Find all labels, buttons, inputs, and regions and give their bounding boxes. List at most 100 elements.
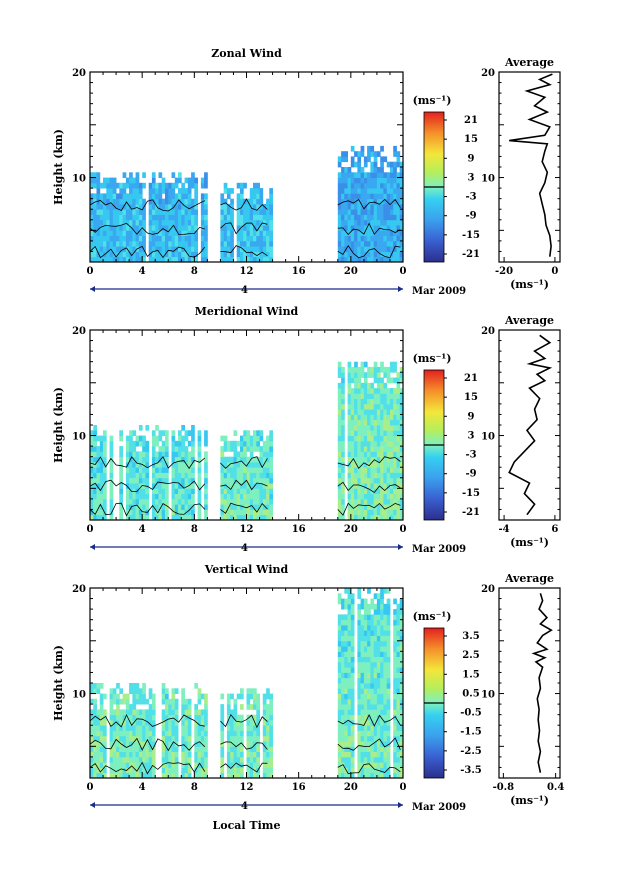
heatmap-cell [142, 251, 146, 258]
heatmap-cell [347, 609, 352, 615]
heatmap-cell [380, 435, 384, 442]
heatmap-cell [119, 709, 123, 716]
heatmap-cell [171, 772, 176, 779]
heatmap-cell [155, 193, 159, 200]
heatmap-cell [357, 430, 362, 436]
heatmap-cell [360, 366, 365, 373]
heatmap-cell [266, 256, 270, 263]
heatmap-cell [122, 193, 127, 200]
heatmap-cell [226, 746, 231, 752]
heatmap-cell [350, 741, 355, 747]
heatmap-cell [370, 746, 375, 752]
heatmap-cell [191, 440, 195, 447]
heatmap-cell [226, 693, 231, 700]
heatmap-cell [370, 409, 375, 415]
heatmap-cell [125, 235, 130, 242]
heatmap-cell [376, 225, 381, 231]
heatmap-cell [122, 209, 127, 215]
heatmap-cell [119, 772, 123, 779]
heatmap-cell [337, 209, 342, 215]
heatmap-cell [380, 467, 384, 473]
heatmap-cell [269, 198, 273, 205]
heatmap-cell [249, 504, 254, 510]
heatmap-cell [145, 756, 150, 763]
heatmap-cell [246, 741, 251, 747]
heatmap-cell [390, 430, 394, 436]
heatmap-cell [376, 593, 381, 599]
heatmap-cell [184, 767, 189, 774]
heatmap-cell [383, 730, 388, 737]
heatmap-cell [360, 667, 365, 673]
heatmap-cell [370, 209, 375, 215]
heatmap-cell [396, 188, 401, 194]
heatmap-cell [109, 235, 114, 242]
heatmap-cell [357, 725, 362, 731]
avg-x-tick-label: 0.4 [547, 782, 564, 793]
heatmap-cell [132, 493, 137, 500]
heatmap-cell [165, 762, 169, 768]
heatmap-cell [138, 182, 143, 189]
heatmap-cell [354, 430, 358, 436]
heatmap-cell [93, 514, 97, 521]
heatmap-cell [165, 209, 169, 215]
heatmap-cell [370, 414, 375, 421]
heatmap-cell [161, 746, 166, 752]
heatmap-cell [344, 725, 348, 731]
heatmap-cell [151, 498, 156, 505]
heatmap-cell [200, 214, 205, 221]
heatmap-cell [337, 698, 342, 705]
heatmap-cell [256, 209, 260, 215]
heatmap-cell [129, 188, 133, 194]
heatmap-cell [230, 225, 234, 231]
heatmap-cell [243, 456, 247, 463]
heatmap-cell [103, 246, 107, 252]
heatmap-cell [194, 772, 198, 779]
heatmap-cell [399, 619, 404, 626]
heatmap-cell [390, 498, 394, 505]
heatmap-cell [165, 467, 169, 473]
heatmap-cell [253, 762, 257, 768]
heatmap-cell [96, 725, 101, 731]
heatmap-cell [191, 425, 195, 431]
heatmap-cell [174, 698, 179, 705]
heatmap-cell [383, 198, 388, 205]
heatmap-cell [99, 182, 104, 189]
heatmap-cell [376, 725, 381, 731]
heatmap-cell [354, 403, 358, 410]
heatmap-cell [226, 230, 231, 236]
colorbar-tick-label: -1.5 [460, 727, 482, 738]
heatmap-cell [347, 683, 352, 689]
heatmap-cell [187, 725, 192, 731]
heatmap-cell [230, 714, 234, 721]
heatmap-cell [236, 219, 241, 226]
heatmap-cell [390, 246, 394, 252]
heatmap-cell [161, 225, 166, 231]
heatmap-cell [138, 772, 143, 779]
heatmap-cell [383, 725, 388, 731]
heatmap-cell [256, 461, 260, 468]
heatmap-cell [109, 762, 114, 768]
heatmap-cell [367, 209, 371, 215]
heatmap-cell [90, 698, 94, 705]
heatmap-cell [380, 725, 384, 731]
heatmap-cell [103, 725, 107, 731]
heatmap-cell [161, 767, 166, 774]
heatmap-cell [386, 203, 391, 210]
heatmap-cell [269, 704, 273, 710]
heatmap-cell [204, 456, 208, 463]
heatmap-cell [370, 230, 375, 236]
y-axis-label: Height (km) [52, 387, 65, 463]
heatmap-cell [184, 251, 189, 258]
heatmap-cell [116, 240, 120, 247]
heatmap-cell [390, 398, 394, 405]
heatmap-cell [367, 477, 371, 484]
heatmap-cell [360, 435, 365, 442]
heatmap-cell [246, 446, 251, 452]
heatmap-cell [266, 498, 270, 505]
heatmap-cell [393, 230, 397, 236]
x-tick-label: 8 [191, 266, 198, 277]
heatmap-cell [142, 440, 146, 447]
heatmap-cell [373, 366, 378, 373]
heatmap-cell [220, 246, 225, 252]
